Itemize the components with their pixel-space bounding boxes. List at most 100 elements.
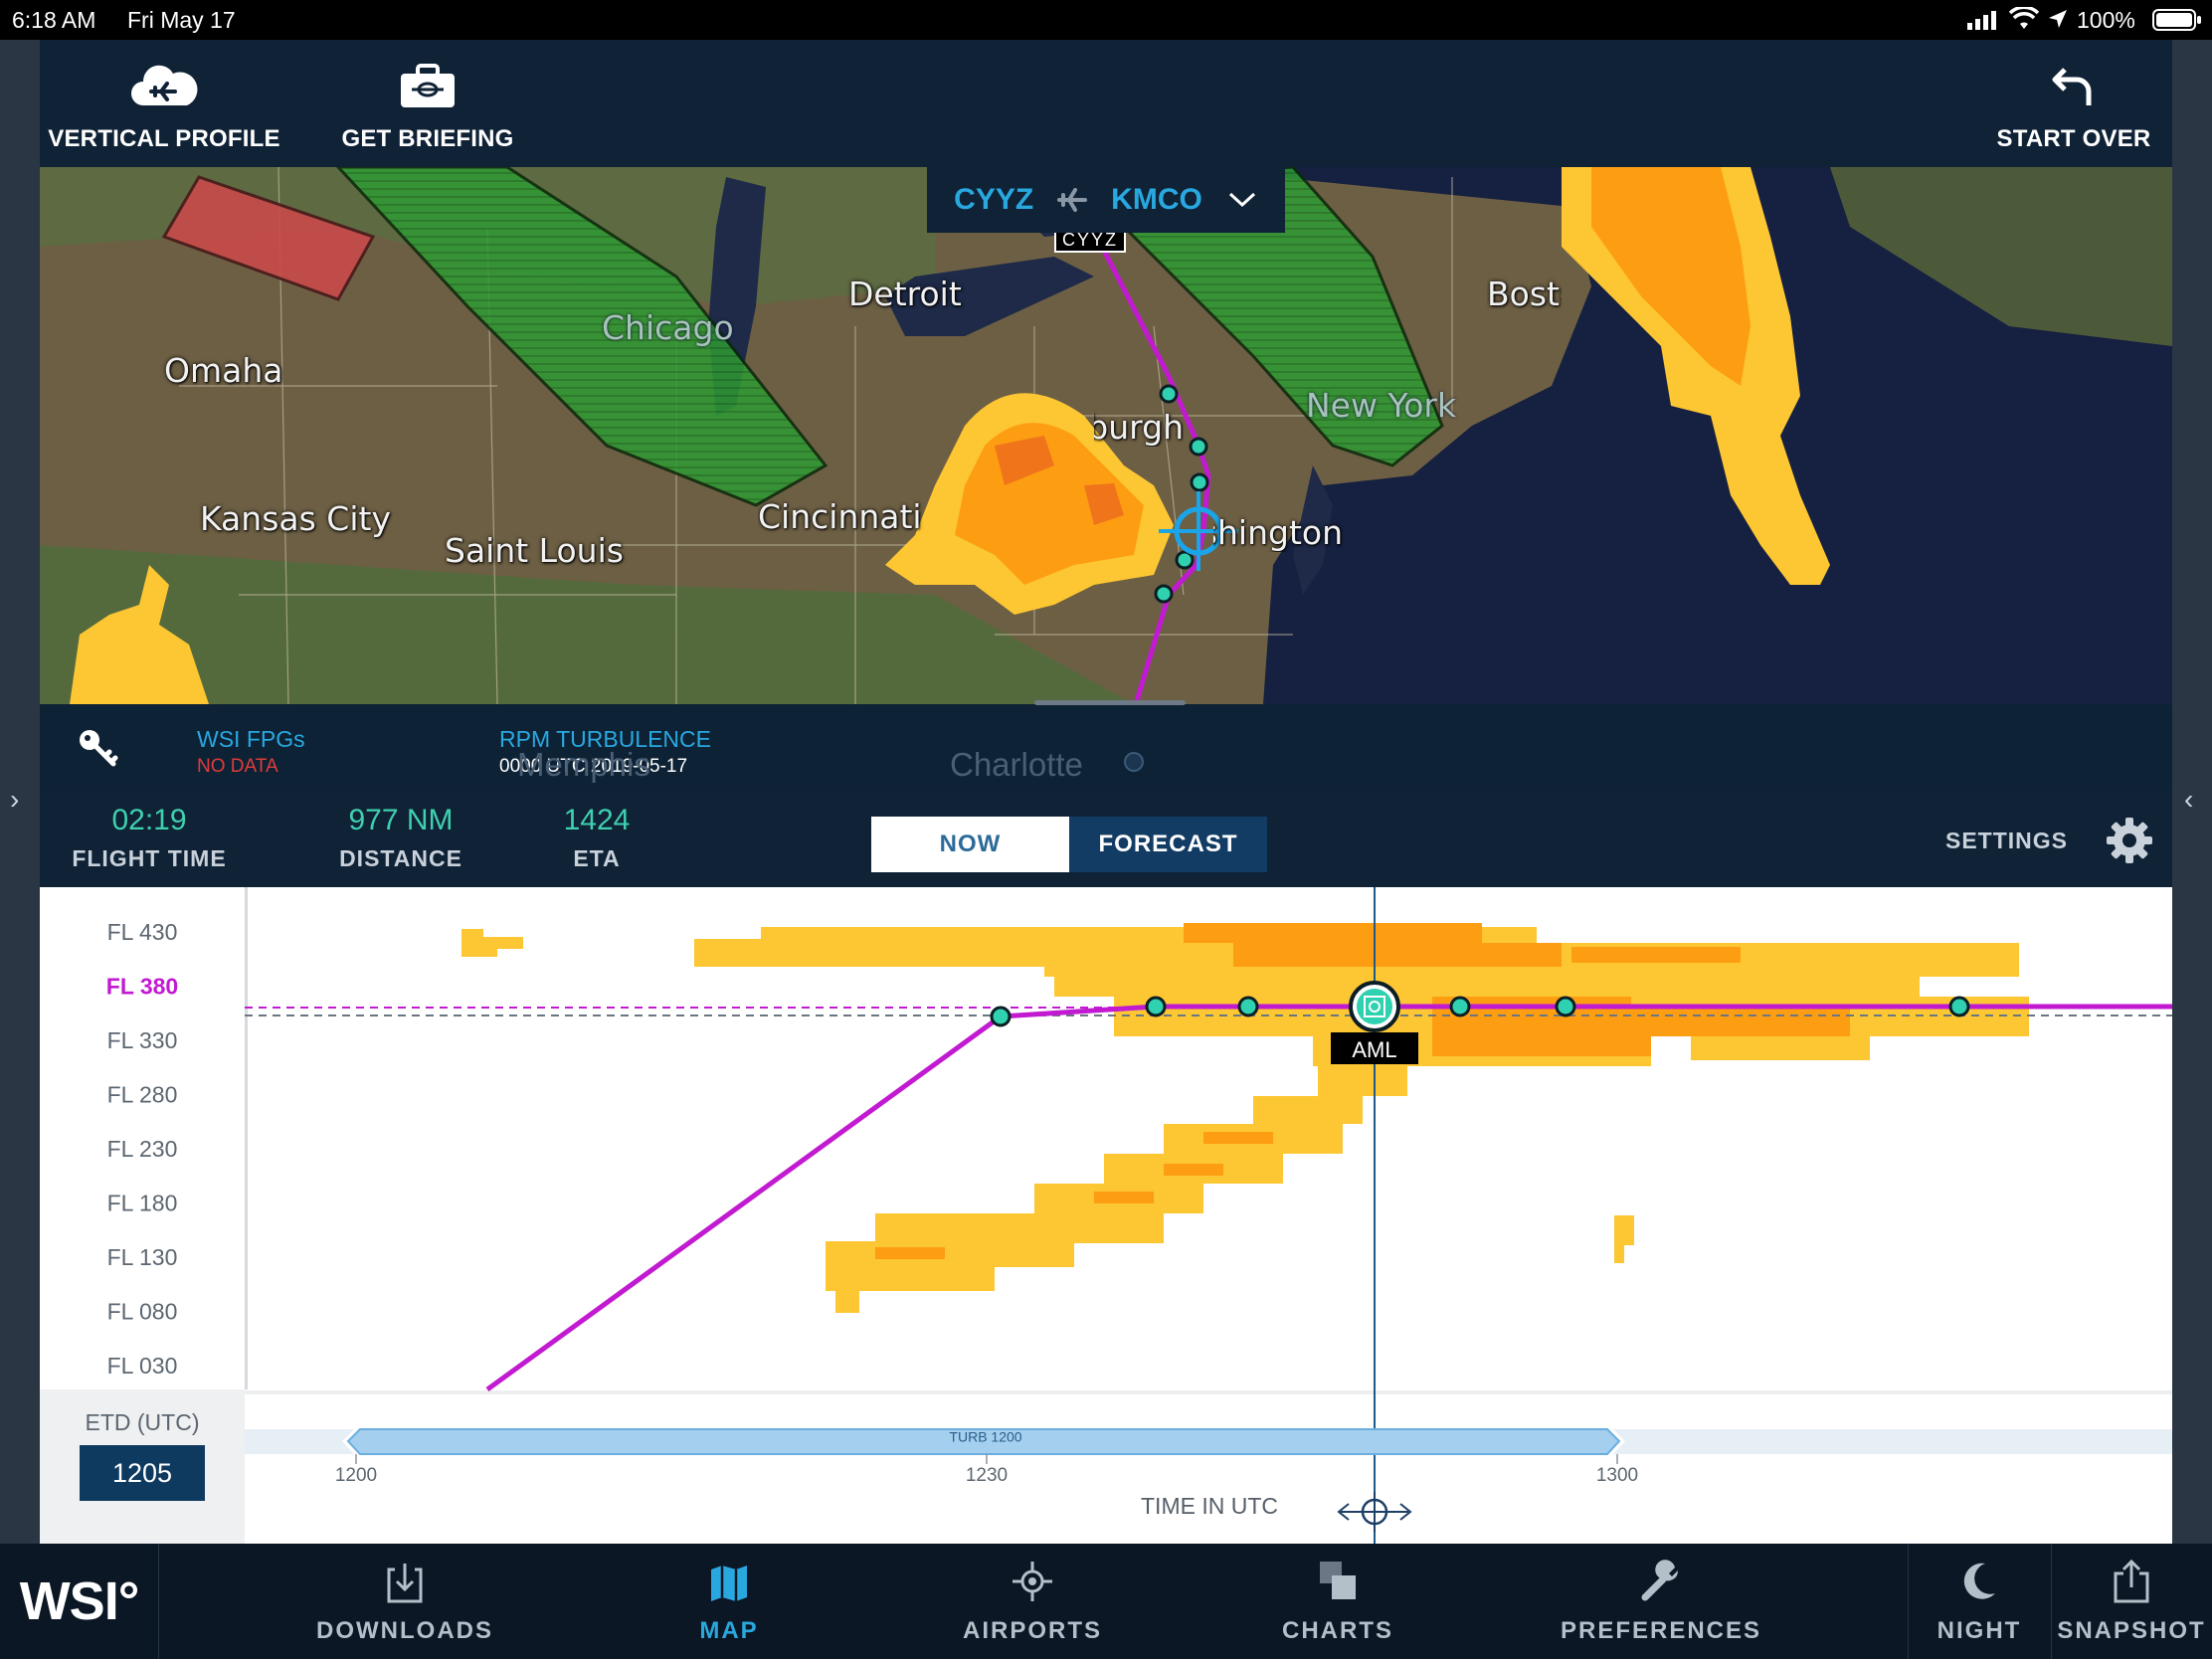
share-icon xyxy=(2114,1560,2149,1603)
settings-label[interactable]: SETTINGS xyxy=(1945,828,2069,853)
land-northeast xyxy=(1830,167,2172,346)
tab-airports[interactable]: AIRPORTS xyxy=(955,1544,1110,1659)
city-label-chicago: Chicago xyxy=(602,308,734,347)
profile-canvas: FL 430 FL 380 FL 330 FL 280 FL 230 FL 180 FL 1… xyxy=(40,887,2172,1544)
city-label-pittsburgh: Pittsburgh xyxy=(1094,408,1184,447)
turb-area-southwest xyxy=(70,565,209,704)
tab-charts[interactable]: CHARTS xyxy=(1273,1544,1402,1659)
layer-legend: WSI FPGs NO DATA RPM TURBULENCE 0000 UTC… xyxy=(40,700,2172,790)
aml-waypoint-marker[interactable] xyxy=(1349,981,1400,1032)
profile-waypoint-4[interactable] xyxy=(1449,996,1471,1017)
now-tab[interactable]: NOW xyxy=(871,817,1069,872)
waypoint-4[interactable] xyxy=(1175,550,1195,570)
status-bar: 6:18 AM Fri May 17 100% xyxy=(0,0,2212,40)
chesapeake-bay xyxy=(1293,465,1333,595)
flight-time-label: FLIGHT TIME xyxy=(72,845,227,871)
fpg-green-area-west xyxy=(335,167,829,507)
briefcase-icon xyxy=(401,64,455,107)
land-south xyxy=(40,545,1134,704)
left-drawer-handle[interactable]: › xyxy=(0,40,40,1544)
airplane-icon xyxy=(1057,188,1088,212)
timeline-divider xyxy=(245,1390,2172,1394)
tab-charts-label: CHARTS xyxy=(1282,1617,1393,1644)
drag-handle[interactable] xyxy=(1034,700,1186,705)
etd-panel: ETD (UTC) 1205 xyxy=(40,1389,245,1544)
city-label-charlotte: Charlotte xyxy=(950,746,1083,783)
profile-waypoint-5[interactable] xyxy=(1555,996,1576,1017)
tab-divider-2 xyxy=(2051,1544,2052,1659)
profile-waypoint-3[interactable] xyxy=(1237,996,1259,1017)
distance-value: 977 NM xyxy=(348,804,454,836)
etd-input[interactable]: 1205 xyxy=(80,1445,205,1501)
city-label-washington: Washington xyxy=(1213,513,1343,552)
tab-night[interactable]: NIGHT xyxy=(1930,1544,2029,1659)
flight-time-stat: 02:19 FLIGHT TIME xyxy=(70,804,229,872)
now-forecast-toggle: NOW FORECAST xyxy=(871,817,1267,872)
tab-preferences[interactable]: PREFERENCES xyxy=(1560,1544,1762,1659)
timeline-area-bg xyxy=(245,1389,2172,1544)
profile-waypoint-2[interactable] xyxy=(1145,996,1167,1017)
tab-preferences-label: PREFERENCES xyxy=(1560,1617,1762,1644)
profile-waypoint-1[interactable] xyxy=(990,1006,1012,1027)
flight-level-label: FL 180 xyxy=(107,1191,178,1216)
time-tick-label: 1200 xyxy=(335,1465,377,1486)
waypoint-1[interactable] xyxy=(1159,384,1179,404)
battery-percent: 100% xyxy=(2077,7,2135,33)
flight-level-label: FL 280 xyxy=(107,1082,178,1108)
waypoint-5[interactable] xyxy=(1154,584,1174,604)
key-icon[interactable] xyxy=(76,726,121,777)
time-tick-label: 1300 xyxy=(1596,1465,1638,1486)
flight-level-label: FL 030 xyxy=(107,1353,178,1379)
get-briefing-label: GET BRIEFING xyxy=(341,125,514,152)
city-label-detroit: Detroit xyxy=(848,275,962,313)
aml-waypoint-label: AML xyxy=(1352,1037,1396,1062)
tab-divider-1 xyxy=(1908,1544,1909,1659)
time-scrubber-icon[interactable] xyxy=(1337,1492,1412,1532)
eta-value: 1424 xyxy=(563,804,631,836)
route-map[interactable]: Omaha Chicago Detroit Kansas City Saint … xyxy=(40,167,2172,704)
tab-snapshot-label: SNAPSHOT xyxy=(2057,1617,2206,1644)
gear-icon[interactable] xyxy=(2105,816,2154,870)
crosshair-position-icon xyxy=(1159,491,1238,571)
city-label-saint-louis: Saint Louis xyxy=(445,531,624,570)
waypoint-2[interactable] xyxy=(1189,437,1208,457)
map-icon xyxy=(711,1566,747,1601)
download-icon xyxy=(387,1564,423,1603)
right-drawer-handle[interactable]: ‹ xyxy=(2172,40,2212,1544)
battery-icon xyxy=(2152,9,2202,37)
route-selector[interactable]: CYYZ KMCO xyxy=(927,167,1285,233)
chevron-right-icon: › xyxy=(10,784,20,815)
destination-code: KMCO xyxy=(1111,183,1202,216)
turbulence-layer-time: 0000 UTC 2019-05-17 xyxy=(499,756,688,777)
turbulence-layer-title: RPM TURBULENCE xyxy=(499,726,711,752)
aml-label-bg xyxy=(1331,1032,1418,1064)
waypoint-3[interactable] xyxy=(1190,472,1209,492)
profile-waypoint-6[interactable] xyxy=(1948,996,1970,1017)
flight-level-label: FL 230 xyxy=(107,1136,178,1162)
fpg-layer-status: NO DATA xyxy=(197,756,278,777)
lake-erie xyxy=(885,257,1094,336)
chevron-down-icon xyxy=(1228,192,1255,208)
wsi-logo: WSI° xyxy=(0,1544,159,1659)
tab-map[interactable]: MAP xyxy=(676,1544,782,1659)
tab-downloads[interactable]: DOWNLOADS xyxy=(298,1544,511,1659)
cloud-plane-icon xyxy=(131,65,198,105)
get-briefing-button[interactable]: GET BRIEFING xyxy=(328,40,527,167)
moon-icon xyxy=(1963,1563,1995,1599)
start-over-button[interactable]: START OVER xyxy=(1989,40,2158,167)
turbulence-forecast-bar[interactable] xyxy=(346,1428,1621,1455)
tab-map-label: MAP xyxy=(699,1617,759,1644)
flight-level-label: FL 330 xyxy=(107,1027,178,1053)
bottom-tab-bar: WSI° DOWNLOADS MAP AIRPORTS CHARTS xyxy=(0,1544,2212,1659)
city-label-new-york: New York xyxy=(1306,386,1457,425)
cellular-signal-icon xyxy=(1967,9,2001,36)
distance-stat: 977 NM DISTANCE xyxy=(326,804,475,872)
vertical-profile-button[interactable]: VERTICAL PROFILE xyxy=(40,40,288,167)
forecast-tab[interactable]: FORECAST xyxy=(1069,817,1267,872)
vertical-profile-chart[interactable]: FL 430 FL 380 FL 330 FL 280 FL 230 FL 180 FL 1… xyxy=(40,887,2172,1544)
city-label-omaha: Omaha xyxy=(164,351,283,390)
etd-label: ETD (UTC) xyxy=(85,1409,200,1435)
turb-area-central-severe-2 xyxy=(1084,483,1124,525)
tab-snapshot[interactable]: SNAPSHOT xyxy=(2057,1544,2206,1659)
time-axis-ticks: 1200 1230 1300 xyxy=(335,1454,1638,1486)
